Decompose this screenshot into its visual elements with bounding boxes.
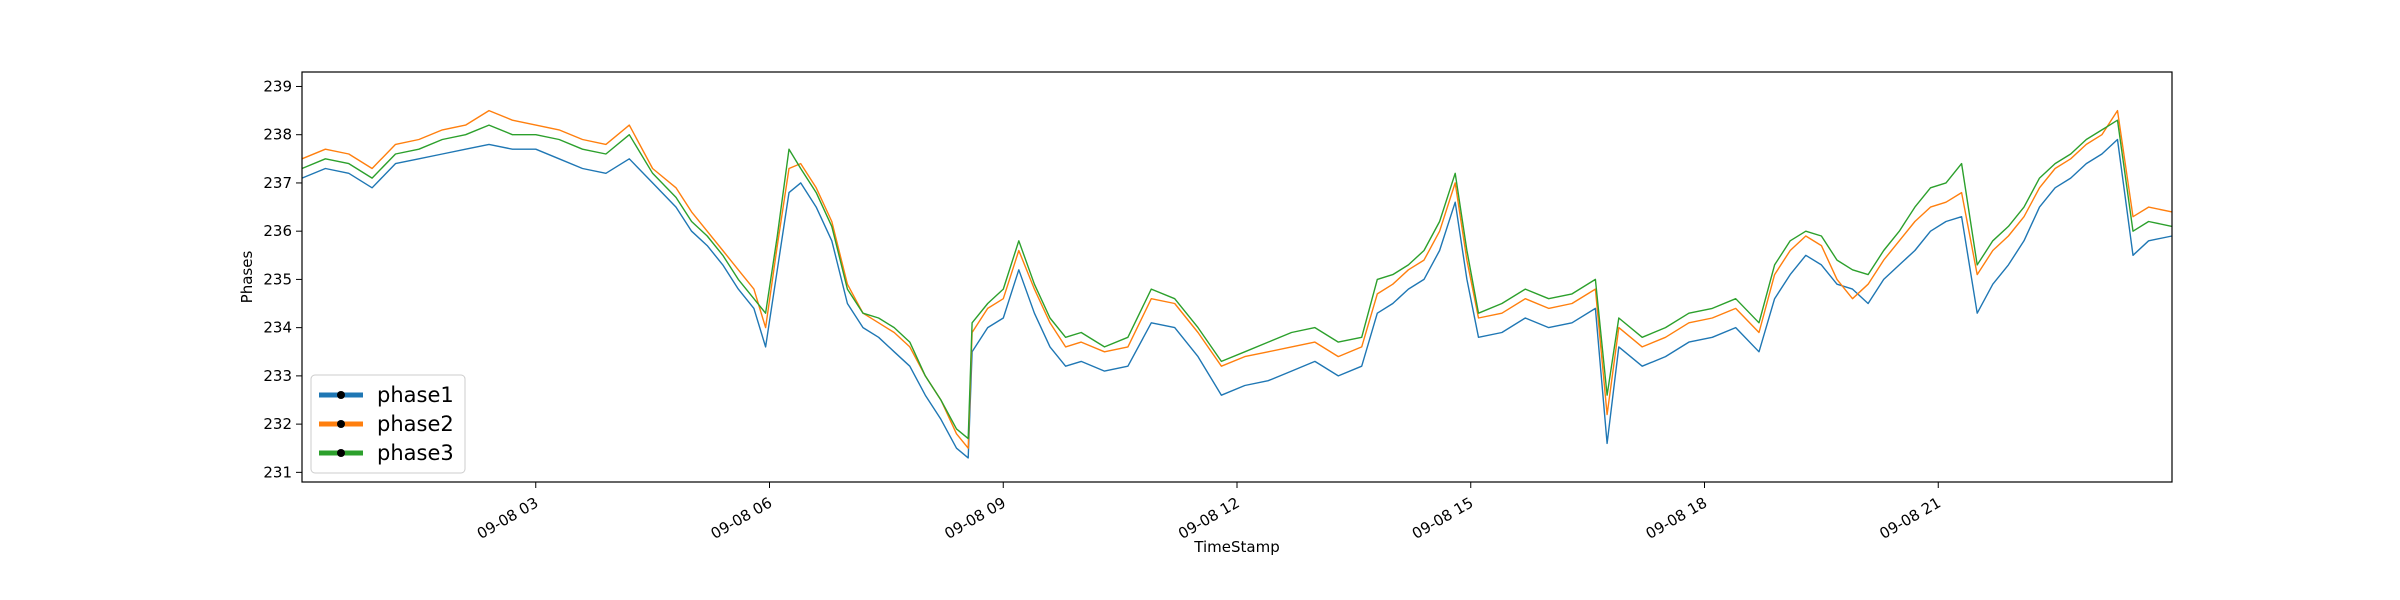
series-layer xyxy=(301,109,2173,459)
x-tick-label: 09-08 09 xyxy=(941,494,1008,543)
plot-area xyxy=(301,71,2173,483)
x-tick-label: 09-08 15 xyxy=(1409,494,1476,543)
y-tick-label: 239 xyxy=(263,77,292,95)
x-axis: 09-08 03 09-08 06 09-08 09 09-08 12 09-08 15… xyxy=(474,482,1944,543)
y-tick-label: 232 xyxy=(263,415,292,433)
legend-box xyxy=(310,374,466,474)
y-tick-label: 238 xyxy=(263,126,292,144)
legend-marker-phase2 xyxy=(337,420,345,428)
legend-label-phase2: phase2 xyxy=(377,412,454,436)
x-tick-label: 09-08 21 xyxy=(1876,494,1943,543)
y-tick-label: 235 xyxy=(263,270,292,288)
legend-marker-phase1 xyxy=(337,391,345,399)
y-axis-title: Phases xyxy=(238,251,256,304)
y-tick-label: 231 xyxy=(263,463,292,481)
legend: phase1 phase2 phase3 xyxy=(310,374,466,474)
y-tick-label: 233 xyxy=(263,367,292,385)
series-line-phase2 xyxy=(301,109,2173,449)
y-tick-label: 237 xyxy=(263,174,292,192)
series-line-phase1 xyxy=(301,138,2173,459)
legend-label-phase3: phase3 xyxy=(377,441,454,465)
x-tick-label: 09-08 06 xyxy=(708,494,775,543)
y-tick-label: 234 xyxy=(263,319,292,337)
legend-marker-phase3 xyxy=(337,449,345,457)
y-tick-label: 236 xyxy=(263,222,292,240)
series-line-phase3 xyxy=(301,119,2173,440)
x-axis-title: TimeStamp xyxy=(1193,538,1279,556)
x-tick-label: 09-08 12 xyxy=(1175,494,1242,543)
y-axis: 231 232 233 234 235 236 237 238 239 xyxy=(263,77,302,481)
x-tick-label: 09-08 03 xyxy=(474,494,541,543)
x-tick-label: 09-08 18 xyxy=(1643,494,1710,543)
legend-label-phase1: phase1 xyxy=(377,383,454,407)
